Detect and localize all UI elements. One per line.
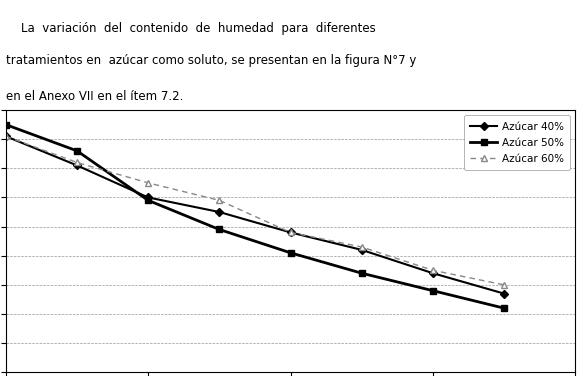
Azúcar 40% xyxy=(216,210,223,214)
Azúcar 40% xyxy=(287,230,294,235)
Azúcar 60% xyxy=(73,160,80,165)
Azúcar 60% xyxy=(287,230,294,235)
Azúcar 50% xyxy=(145,198,152,203)
Azúcar 50% xyxy=(2,122,9,127)
Line: Azúcar 40%: Azúcar 40% xyxy=(3,133,507,296)
Azúcar 40% xyxy=(145,195,152,200)
Text: en el Anexo VII en el ítem 7.2.: en el Anexo VII en el ítem 7.2. xyxy=(6,90,183,103)
Azúcar 40% xyxy=(501,291,508,296)
Azúcar 50% xyxy=(501,306,508,311)
Line: Azúcar 60%: Azúcar 60% xyxy=(2,133,507,288)
Azúcar 50% xyxy=(73,149,80,153)
Azúcar 40% xyxy=(358,248,365,252)
Text: tratamientos en  azúcar como soluto, se presentan en la figura N°7 y: tratamientos en azúcar como soluto, se p… xyxy=(6,55,416,67)
Azúcar 60% xyxy=(145,180,152,185)
Azúcar 60% xyxy=(501,283,508,287)
Azúcar 60% xyxy=(429,268,436,273)
Azúcar 50% xyxy=(216,227,223,232)
Azúcar 40% xyxy=(73,163,80,168)
Azúcar 60% xyxy=(2,134,9,138)
Azúcar 50% xyxy=(429,288,436,293)
Azúcar 50% xyxy=(358,271,365,276)
Azúcar 40% xyxy=(2,134,9,138)
Legend: Azúcar 40%, Azúcar 50%, Azúcar 60%: Azúcar 40%, Azúcar 50%, Azúcar 60% xyxy=(464,115,570,170)
Azúcar 60% xyxy=(358,245,365,249)
Line: Azúcar 50%: Azúcar 50% xyxy=(2,121,507,312)
Text: La  variación  del  contenido  de  humedad  para  diferentes: La variación del contenido de humedad pa… xyxy=(6,21,375,35)
Azúcar 60% xyxy=(216,198,223,203)
Azúcar 40% xyxy=(429,271,436,276)
Azúcar 50% xyxy=(287,250,294,255)
